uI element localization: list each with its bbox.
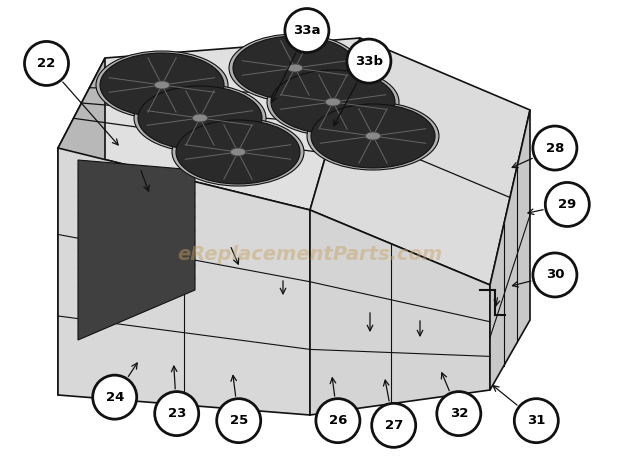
- Polygon shape: [78, 160, 195, 340]
- Ellipse shape: [134, 84, 266, 152]
- Text: 26: 26: [329, 414, 347, 427]
- Text: 33a: 33a: [293, 24, 321, 37]
- Ellipse shape: [267, 68, 399, 136]
- Circle shape: [285, 8, 329, 53]
- Ellipse shape: [287, 64, 303, 72]
- Circle shape: [533, 126, 577, 170]
- Ellipse shape: [307, 102, 439, 170]
- Circle shape: [316, 399, 360, 443]
- Circle shape: [437, 392, 480, 436]
- Circle shape: [217, 399, 260, 443]
- Ellipse shape: [96, 51, 228, 119]
- Text: 33b: 33b: [355, 55, 383, 68]
- Circle shape: [25, 41, 68, 86]
- Ellipse shape: [176, 120, 300, 184]
- Ellipse shape: [154, 81, 170, 89]
- Ellipse shape: [233, 36, 357, 100]
- Text: 27: 27: [384, 419, 403, 432]
- Text: 30: 30: [546, 268, 564, 282]
- Circle shape: [347, 39, 391, 83]
- Polygon shape: [58, 58, 105, 395]
- Ellipse shape: [271, 70, 395, 134]
- Text: 22: 22: [37, 57, 56, 70]
- Ellipse shape: [138, 86, 262, 150]
- Text: 29: 29: [558, 198, 577, 211]
- Circle shape: [546, 182, 589, 227]
- Text: eReplacementParts.com: eReplacementParts.com: [177, 245, 443, 265]
- Text: 23: 23: [167, 407, 186, 420]
- Ellipse shape: [192, 114, 208, 122]
- Text: 25: 25: [229, 414, 248, 427]
- Polygon shape: [310, 38, 530, 285]
- Text: 28: 28: [546, 141, 564, 155]
- Text: 24: 24: [105, 391, 124, 404]
- Circle shape: [155, 392, 198, 436]
- Ellipse shape: [365, 132, 381, 140]
- Circle shape: [372, 403, 415, 447]
- Ellipse shape: [326, 98, 341, 106]
- Ellipse shape: [311, 104, 435, 168]
- Polygon shape: [310, 210, 490, 415]
- Text: 32: 32: [450, 407, 468, 420]
- Polygon shape: [490, 110, 530, 390]
- Ellipse shape: [230, 148, 246, 156]
- Ellipse shape: [172, 118, 304, 186]
- Circle shape: [93, 375, 136, 419]
- Polygon shape: [58, 38, 360, 210]
- Ellipse shape: [100, 53, 224, 117]
- Ellipse shape: [229, 34, 361, 102]
- Circle shape: [515, 399, 558, 443]
- Polygon shape: [58, 148, 310, 415]
- Text: 31: 31: [527, 414, 546, 427]
- Circle shape: [533, 253, 577, 297]
